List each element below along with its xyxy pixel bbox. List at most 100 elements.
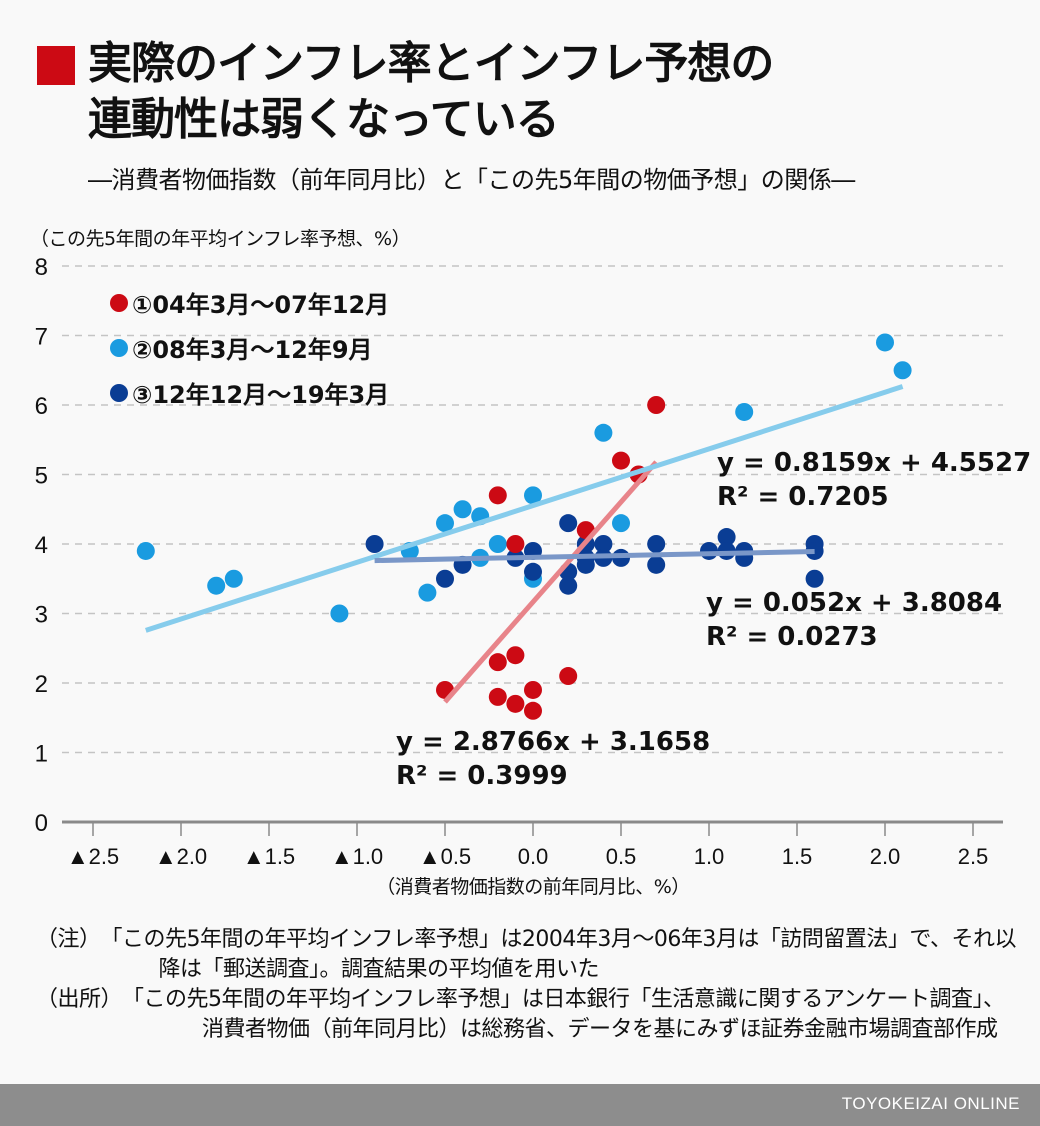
note-body: 「この先5年間の年平均インフレ率予想」は2004年3月〜06年3月は「訪問留置法…	[100, 927, 1017, 982]
equation-text: y = 0.8159x + 4.5527	[717, 448, 1032, 478]
data-point-series-3	[805, 541, 824, 560]
data-point-series-1	[559, 667, 578, 686]
r2-text: R² = 0.7205	[717, 482, 889, 512]
data-point-series-2	[893, 361, 912, 380]
y-tick-label: 1	[35, 741, 48, 768]
data-point-series-1	[524, 701, 542, 720]
y-tick-label: 2	[35, 671, 48, 698]
x-axis: ▲2.5 ▲2.0 ▲1.5 ▲1.0 ▲0.5 0.0 0.5 1.0 1.5 2.0 2.5	[62, 820, 1003, 869]
x-tick-label: ▲2.5	[67, 844, 119, 869]
title-accent-square	[37, 46, 75, 85]
x-tick-label: 0.0	[518, 844, 549, 869]
data-point-series-3	[647, 555, 666, 574]
brand-label: TOYOKEIZAI ONLINE	[841, 1094, 1020, 1113]
data-point-series-3	[436, 569, 454, 588]
data-point-series-3	[594, 535, 613, 553]
note-row: （注） 「この先5年間の年平均インフレ率予想」は2004年3月〜06年3月は「訪…	[36, 925, 1016, 985]
data-point-series-3	[576, 555, 595, 574]
grid-lines	[62, 265, 1003, 754]
legend-item-series-3: ③12年12月〜19年3月	[110, 370, 389, 415]
data-point-series-2	[330, 604, 349, 623]
data-point-series-1	[488, 687, 507, 706]
title-line-2: 連動性は弱くなっている	[88, 94, 560, 145]
data-point-series-1	[488, 486, 507, 505]
y-tick-label: 5	[35, 463, 48, 490]
chart-subtitle: ―消費者物価指数（前年同月比）と「この先5年間の物価予想」の関係―	[88, 166, 855, 194]
footnotes: （注） 「この先5年間の年平均インフレ率予想」は2004年3月〜06年3月は「訪…	[36, 925, 1016, 1045]
data-point-series-1	[488, 653, 507, 672]
data-point-series-3	[524, 562, 542, 581]
data-point-series-3	[805, 569, 824, 588]
x-tick-label: ▲2.0	[155, 844, 207, 869]
trend-equation-series-1: y = 2.8766x + 3.1658 R² = 0.3999	[396, 725, 710, 793]
data-point-series-2	[876, 333, 894, 352]
x-tick-label: 1.5	[782, 844, 813, 869]
x-tick-label: 2.0	[870, 844, 901, 869]
data-point-series-1	[647, 396, 666, 414]
y-tick-label: 3	[35, 602, 48, 629]
legend-label: ②08年3月〜12年9月	[132, 336, 373, 364]
source-head: （出所）	[36, 987, 123, 1012]
page-title: 実際のインフレ率とインフレ予想の 連動性は弱くなっている	[88, 36, 774, 148]
legend-dot-red-icon	[110, 293, 128, 312]
legend-dot-lightblue-icon	[110, 338, 128, 357]
trend-lines	[145, 384, 904, 704]
data-point-series-1	[506, 646, 525, 665]
data-point-series-1	[506, 694, 525, 713]
x-axis-label: （消費者物価指数の前年同月比、%）	[376, 876, 690, 898]
x-tick-label: 0.5	[606, 844, 637, 869]
legend-label: ③12年12月〜19年3月	[132, 381, 390, 409]
r2-text: R² = 0.3999	[396, 761, 568, 791]
trend-line-series-1	[443, 460, 659, 704]
data-point-series-2	[488, 535, 507, 553]
trend-equation-series-2: y = 0.8159x + 4.5527 R² = 0.7205	[717, 446, 1031, 514]
data-point-series-2	[224, 569, 243, 588]
data-point-series-2	[418, 583, 437, 602]
legend-item-series-2: ②08年3月〜12年9月	[110, 325, 389, 370]
legend: ①04年3月〜07年12月 ②08年3月〜12年9月 ③12年12月〜19年3月	[110, 280, 389, 415]
y-axis-label: （この先5年間の年平均インフレ率予想、%）	[30, 228, 411, 250]
legend-item-series-1: ①04年3月〜07年12月	[110, 280, 389, 325]
data-point-series-3	[559, 514, 578, 533]
footer-bar: TOYOKEIZAI ONLINE	[0, 1084, 1040, 1126]
data-point-series-3	[717, 528, 736, 547]
equation-text: y = 2.8766x + 3.1658	[396, 727, 711, 757]
data-point-series-1	[506, 535, 525, 553]
trend-line-series-2	[145, 384, 904, 633]
data-point-series-1	[612, 451, 630, 470]
data-point-series-2	[735, 402, 754, 421]
trend-equation-series-3: y = 0.052x + 3.8084 R² = 0.0273	[706, 586, 1002, 654]
data-point-series-3	[559, 576, 578, 595]
data-point-series-2	[612, 514, 630, 533]
legend-dot-darkblue-icon	[110, 383, 128, 402]
data-point-series-1	[524, 680, 542, 699]
scatter-chart: 0 1 2 3 4 5 6 7 8 ▲2.5 ▲2.0 ▲1.5 ▲1.0 ▲0.5 0.0 0.5 1.0 1…	[35, 254, 1003, 869]
x-tick-label: 2.5	[958, 844, 989, 869]
source-row: （出所） 「この先5年間の年平均インフレ率予想」は日本銀行「生活意識に関するアン…	[36, 985, 1016, 1045]
equation-text: y = 0.052x + 3.8084	[706, 588, 1003, 618]
data-point-series-2	[594, 423, 613, 442]
legend-label: ①04年3月〜07年12月	[132, 291, 390, 319]
data-point-series-2	[207, 576, 226, 595]
data-point-series-3	[647, 535, 666, 553]
y-tick-label: 7	[35, 324, 48, 351]
x-tick-label: ▲1.0	[331, 844, 383, 869]
data-point-series-2	[524, 486, 542, 505]
y-tick-label: 0	[35, 810, 48, 837]
x-tick-label: ▲0.5	[419, 844, 471, 869]
data-point-series-3	[365, 535, 384, 553]
source-body: 「この先5年間の年平均インフレ率予想」は日本銀行「生活意識に関するアンケート調査…	[122, 987, 1005, 1042]
data-point-series-2	[136, 541, 155, 560]
r2-text: R² = 0.0273	[706, 622, 878, 652]
note-head: （注）	[36, 927, 101, 952]
data-point-series-3	[700, 541, 718, 560]
x-tick-label: 1.0	[694, 844, 725, 869]
y-tick-label: 4	[35, 532, 48, 559]
data-point-series-2	[453, 500, 472, 519]
y-tick-labels: 0 1 2 3 4 5 6 7 8	[35, 254, 48, 837]
y-tick-label: 8	[35, 254, 48, 281]
title-line-1: 実際のインフレ率とインフレ予想の	[88, 38, 774, 89]
data-point-series-2	[436, 514, 454, 533]
y-tick-label: 6	[35, 393, 48, 420]
x-tick-label: ▲1.5	[243, 844, 295, 869]
